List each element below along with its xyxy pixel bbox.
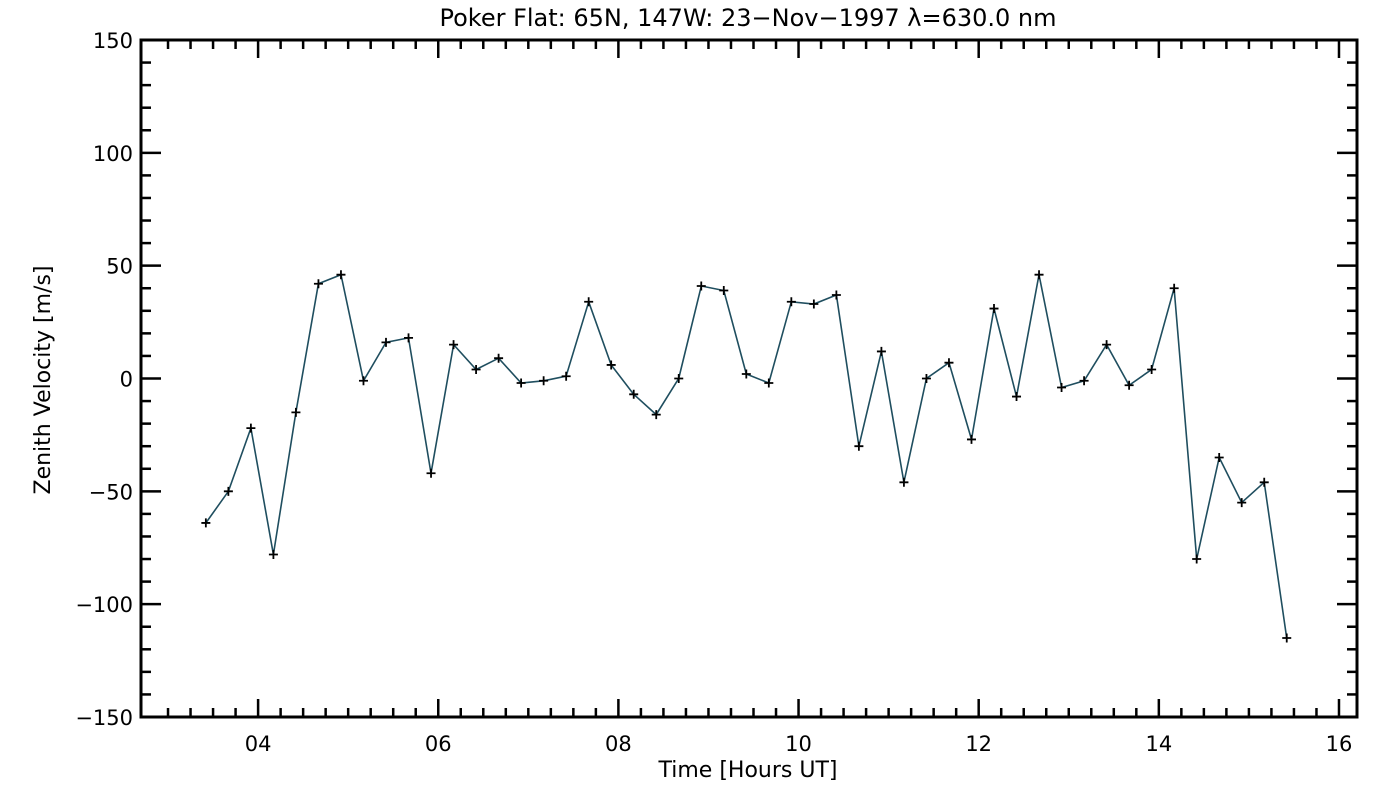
data-point-marker	[381, 337, 391, 347]
data-point-marker	[201, 518, 211, 528]
data-series	[201, 270, 1292, 643]
data-point-marker	[516, 378, 526, 388]
data-point-marker	[268, 550, 278, 560]
data-point-marker	[1034, 270, 1044, 280]
y-tick-label: −50	[89, 480, 133, 504]
data-point-marker	[584, 297, 594, 307]
data-point-marker	[291, 407, 301, 417]
data-point-marker	[1237, 498, 1247, 508]
data-point-marker	[1282, 633, 1292, 643]
data-point-marker	[629, 389, 639, 399]
plot-axes	[139, 38, 1359, 719]
data-point-marker	[921, 374, 931, 383]
data-point-marker	[426, 468, 436, 478]
x-axis-label: Time [Hours UT]	[658, 758, 838, 783]
data-point-marker	[876, 346, 886, 356]
data-point-marker	[719, 285, 729, 295]
data-point-marker	[1079, 376, 1089, 386]
data-point-marker	[404, 333, 414, 343]
data-point-marker	[1192, 554, 1202, 564]
data-point-marker	[471, 364, 481, 374]
y-tick-label: −150	[75, 706, 133, 730]
data-point-marker	[246, 423, 256, 433]
data-point-marker	[358, 376, 368, 386]
data-point-marker	[1057, 383, 1067, 393]
data-point-marker	[223, 486, 233, 496]
y-tick-label: 0	[120, 368, 133, 392]
data-point-marker	[899, 477, 909, 487]
x-tick-label: 14	[1145, 732, 1172, 756]
data-point-marker	[606, 360, 616, 370]
plot-frame	[139, 38, 1359, 719]
data-point-marker	[494, 353, 504, 363]
x-tick-label: 06	[425, 732, 452, 756]
data-point-marker	[696, 281, 706, 291]
data-point-marker	[336, 270, 346, 280]
data-point-marker	[1012, 392, 1022, 402]
data-point-marker	[989, 304, 999, 314]
y-tick-label: 100	[93, 142, 133, 166]
x-tick-label: 04	[245, 732, 272, 756]
x-tick-label: 12	[965, 732, 992, 756]
data-point-marker	[651, 410, 661, 420]
x-tick-label: 16	[1326, 732, 1353, 756]
y-tick-label: 50	[106, 255, 133, 279]
data-point-marker	[809, 299, 819, 309]
x-tick-label: 10	[785, 732, 812, 756]
axis-ticks	[141, 38, 1357, 719]
y-axis-label: Zenith Velocity [m/s]	[31, 266, 56, 495]
series-line	[205, 273, 1288, 639]
data-point-marker	[1102, 340, 1112, 350]
chart-title: Poker Flat: 65N, 147W: 23−Nov−1997 λ=630…	[439, 4, 1056, 32]
data-point-marker	[1214, 452, 1224, 462]
data-point-marker	[741, 369, 751, 379]
data-point-marker	[1147, 364, 1157, 374]
data-point-marker	[1169, 283, 1179, 293]
data-point-marker	[313, 279, 323, 289]
data-point-marker	[539, 376, 549, 386]
data-point-marker	[1124, 380, 1134, 390]
data-point-marker	[786, 297, 796, 307]
data-point-marker	[561, 371, 571, 381]
data-point-marker	[449, 340, 459, 350]
y-tick-label: −100	[75, 593, 133, 617]
data-point-marker	[1259, 477, 1269, 487]
data-point-marker	[831, 290, 841, 300]
y-tick-label: 150	[93, 29, 133, 53]
data-point-marker	[944, 358, 954, 368]
data-point-marker	[854, 441, 864, 451]
data-point-marker	[764, 378, 774, 388]
axis-tick-labels: 04 06 08 10 12 14 16 −150 −100 −50 0 50 100 150	[75, 29, 1352, 756]
x-tick-label: 08	[605, 732, 632, 756]
data-point-marker	[674, 374, 684, 383]
data-point-marker	[966, 434, 976, 444]
